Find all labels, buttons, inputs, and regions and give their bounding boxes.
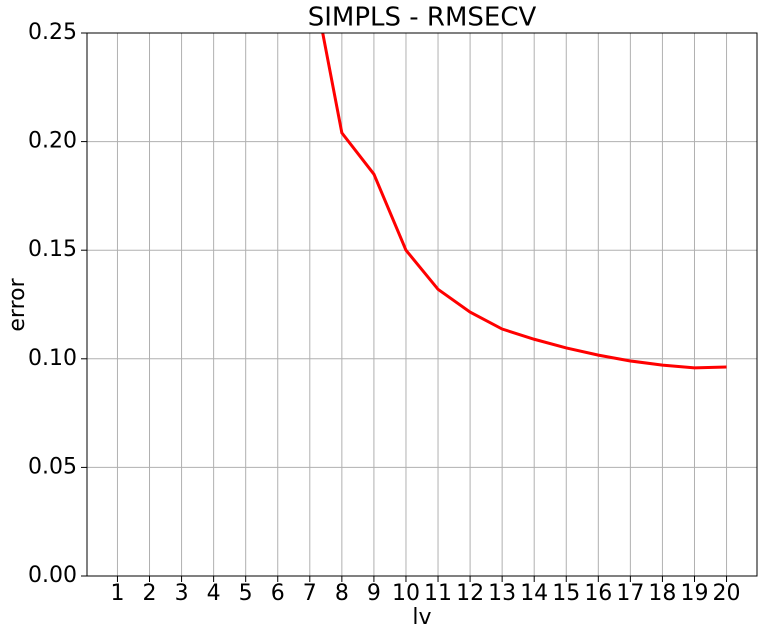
y-tick-label: 0.15 (28, 237, 77, 262)
data-line (321, 33, 727, 370)
plot-frame (86, 32, 758, 577)
x-tick-label: 1 (110, 581, 124, 606)
y-tick-label: 0.20 (28, 129, 77, 154)
x-tick-label: 10 (392, 581, 420, 606)
x-tick-label: 17 (616, 581, 644, 606)
x-tick-label: 4 (207, 581, 221, 606)
x-tick-label: 8 (335, 581, 349, 606)
x-tick-label: 16 (584, 581, 612, 606)
x-tick-label: 13 (488, 581, 516, 606)
y-tick-label: 0.10 (28, 346, 77, 371)
y-axis-label: error (5, 277, 30, 331)
x-tick-label: 6 (271, 581, 285, 606)
x-tick-label: 14 (520, 581, 548, 606)
chart-title: SIMPLS - RMSECV (308, 3, 537, 33)
x-tick-label: 7 (303, 581, 317, 606)
x-axis-label: lv (412, 605, 431, 630)
x-tick-label: 18 (648, 581, 676, 606)
x-tick-label: 2 (143, 581, 157, 606)
x-tick-label: 11 (424, 581, 452, 606)
x-tick-label: 5 (239, 581, 253, 606)
x-tick-label: 19 (680, 581, 708, 606)
y-tick-label: 0.25 (28, 20, 77, 45)
y-tick-label: 0.05 (28, 454, 77, 479)
x-tick-label: 9 (367, 581, 381, 606)
x-tick-label: 20 (713, 581, 741, 606)
x-tick-label: 15 (552, 581, 580, 606)
x-tick-label: 12 (456, 581, 484, 606)
x-tick-label: 3 (175, 581, 189, 606)
y-tick-label: 0.00 (28, 563, 77, 588)
